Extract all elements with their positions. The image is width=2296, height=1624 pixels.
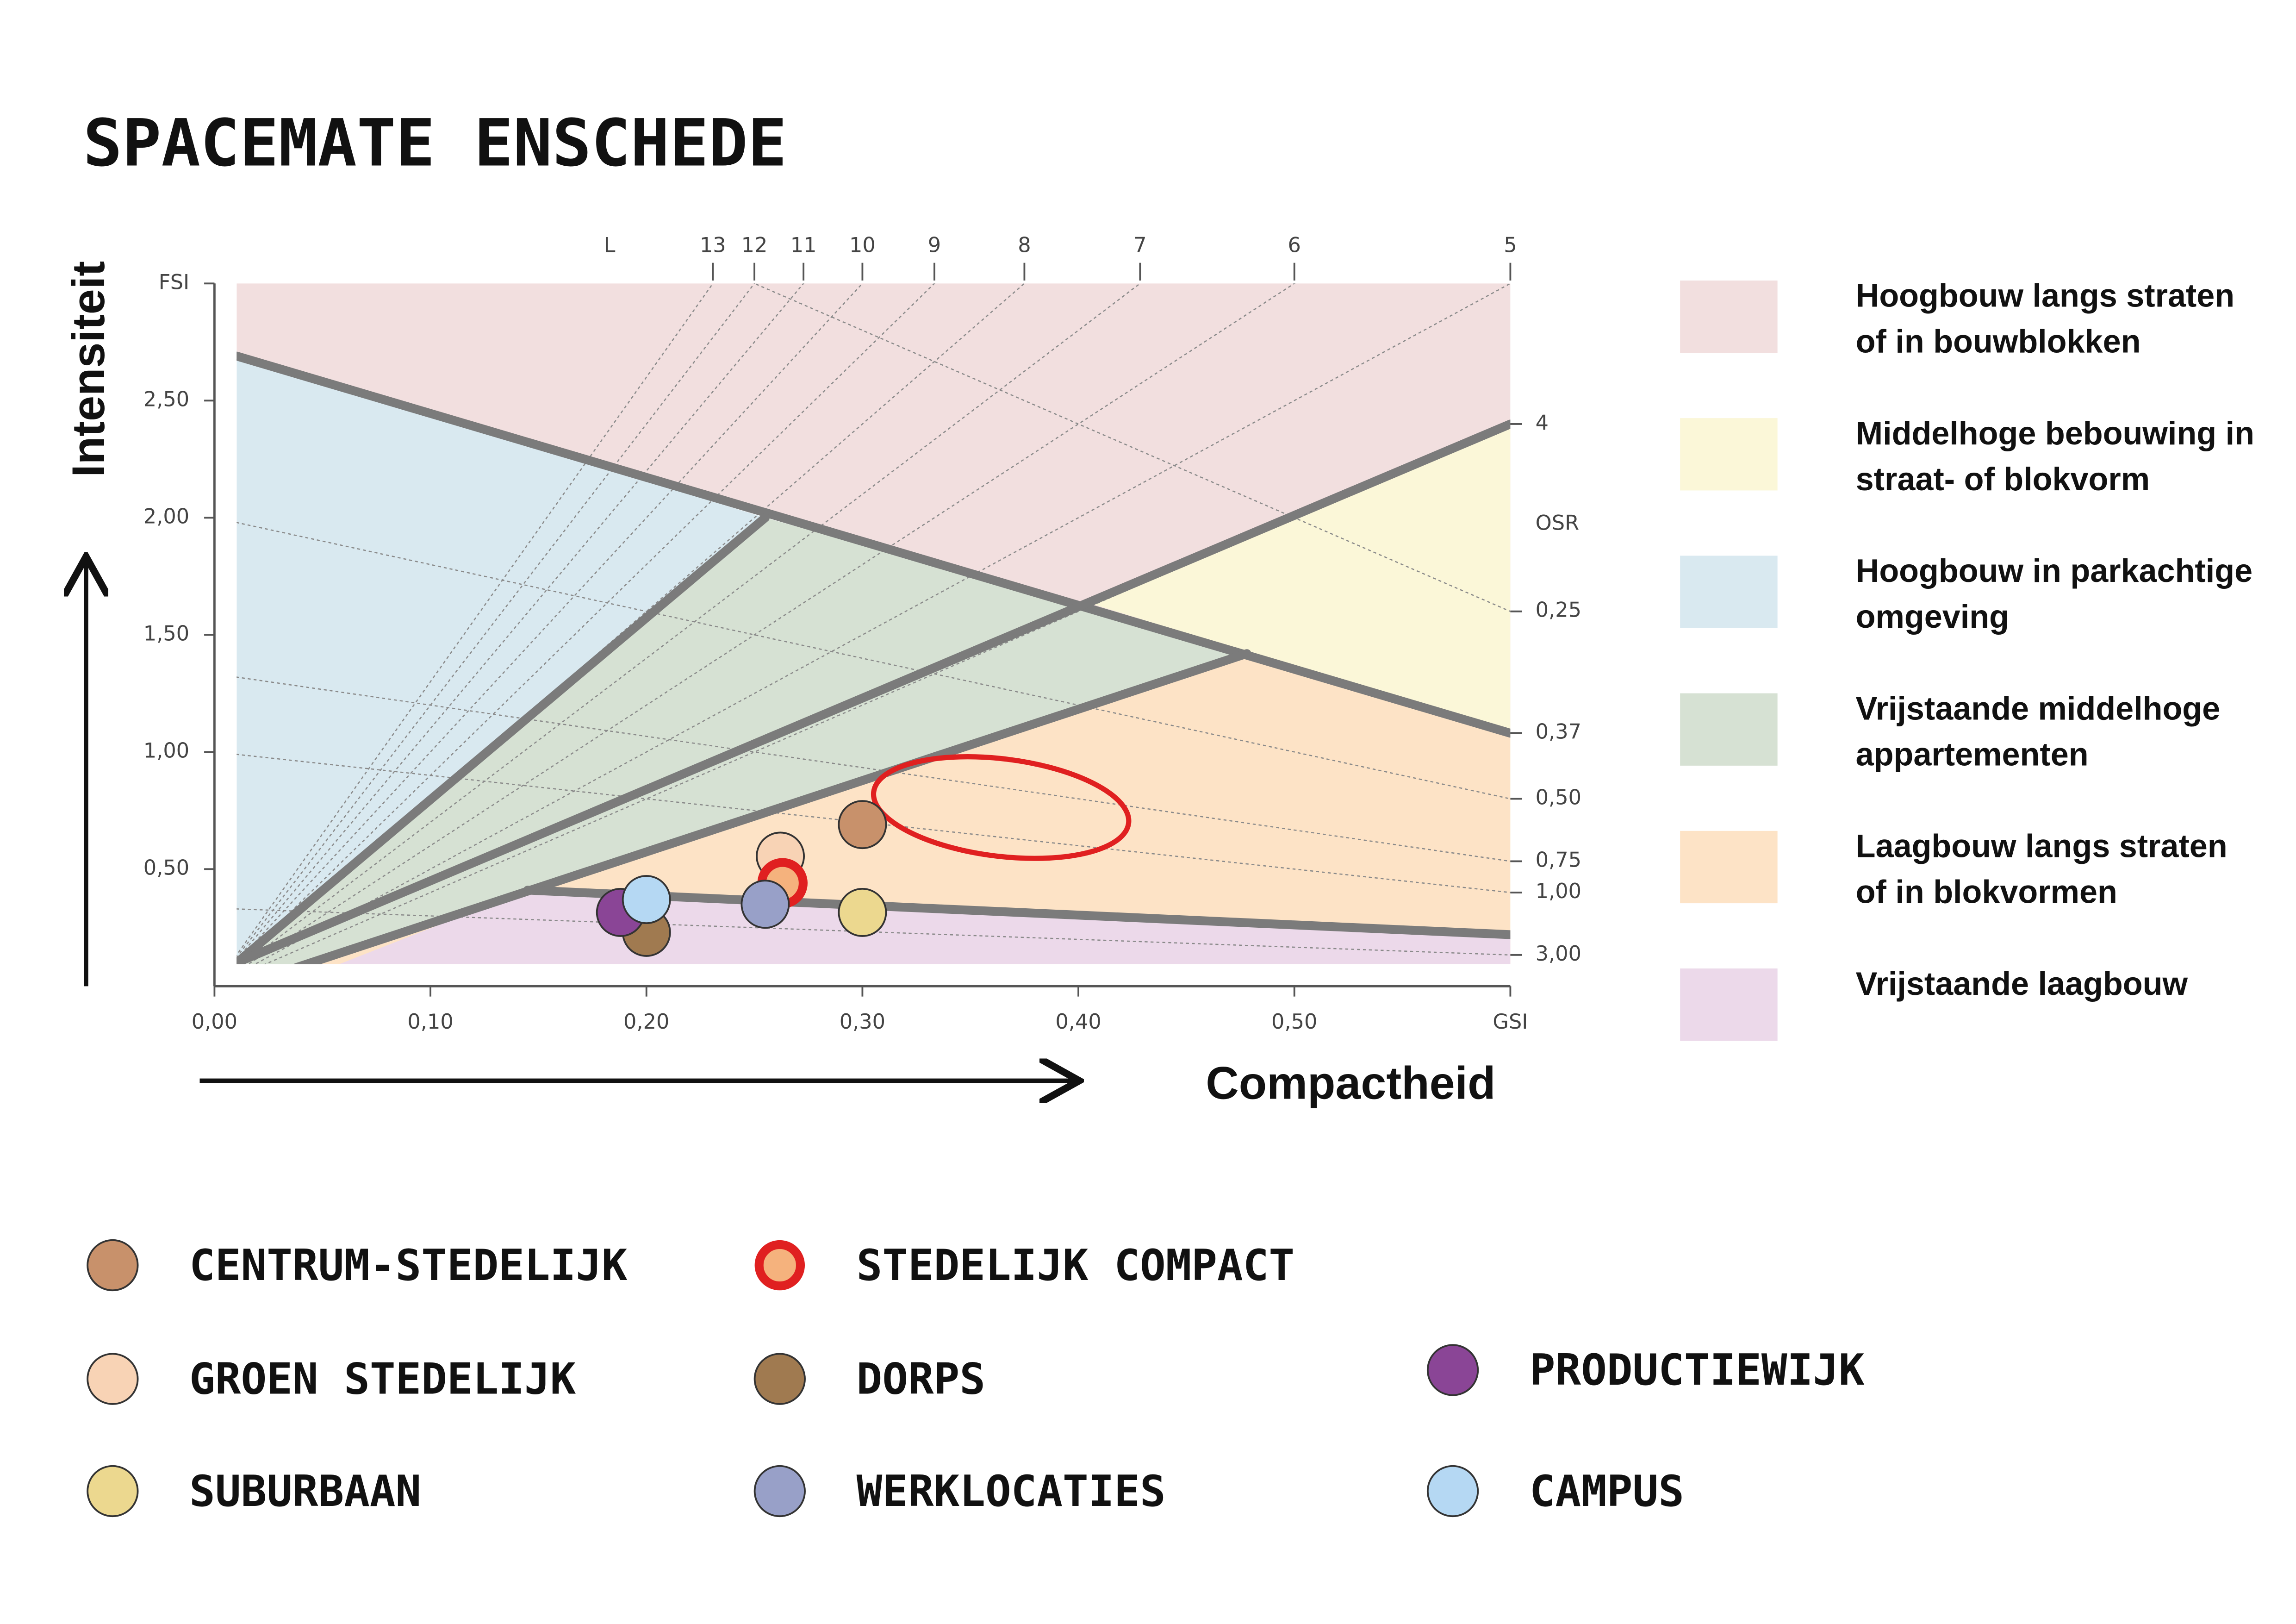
zone-legend-swatch (1680, 693, 1778, 766)
zone-legend-swatch (1680, 280, 1778, 353)
x-tick-label: 0,00 (192, 1010, 237, 1034)
data-point (622, 875, 671, 924)
series-legend-swatch (753, 1465, 806, 1518)
zone (1093, 424, 1511, 733)
series-legend-label: CENTRUM-STEDELIJK (189, 1240, 628, 1290)
l-tick-label: 5 (1504, 233, 1517, 257)
l-tick-label: 12 (741, 233, 768, 257)
osr-guide-line (753, 283, 1511, 612)
y-tick-label: 2,00 (143, 504, 189, 528)
l-tick-label: 11 (790, 233, 817, 257)
series-legend-label: SUBURBAAN (189, 1466, 421, 1516)
zone-legend-label: Hoogbouw langs straten (1856, 277, 2235, 314)
series-legend-swatch (1426, 1344, 1479, 1396)
l-tick-label: 4 (1536, 411, 1549, 435)
zone-legend-label: Hoogbouw in parkachtige (1856, 552, 2253, 589)
l-axis-label: L (604, 233, 616, 257)
l-guide-line (254, 283, 1511, 964)
zone-boundary (236, 351, 1511, 738)
osr-tick-label: 3,00 (1536, 942, 1581, 966)
series-legend-swatch (87, 1239, 139, 1292)
x-tick-label: 0,30 (840, 1010, 885, 1034)
series-legend-swatch (87, 1353, 139, 1405)
series-legend-label: DORPS (857, 1354, 985, 1404)
zone-legend-swatch (1680, 418, 1778, 491)
data-point (838, 800, 887, 849)
y-tick-label: 1,00 (143, 738, 189, 762)
series-legend-swatch (754, 1240, 805, 1291)
x-tick-label: 0,10 (407, 1010, 453, 1034)
zone (296, 653, 1511, 964)
l-tick-label: 10 (849, 233, 876, 257)
l-guide-line (236, 283, 714, 956)
osr-tick-label: 0,37 (1536, 719, 1581, 743)
y-tick-label: FSI (159, 270, 189, 294)
osr-guide-line (236, 522, 1511, 800)
x-tick-label: 0,20 (623, 1010, 669, 1034)
zone-legend-label: Middelhoge bebouwing in (1856, 415, 2254, 451)
zone-legend-swatch (1680, 968, 1778, 1041)
series-legend-label: WERKLOCATIES (857, 1466, 1166, 1516)
zone-legend-swatch (1680, 556, 1778, 628)
zone-legend-label: of in blokvormen (1856, 873, 2117, 910)
series-legend-swatch (87, 1465, 139, 1518)
y-tick-label: 2,50 (143, 387, 189, 411)
zone-legend-label: of in bouwblokken (1856, 323, 2141, 360)
y-tick-label: 0,50 (143, 856, 189, 880)
zone-boundary (523, 886, 1511, 939)
zone-legend-swatch (1680, 831, 1778, 904)
zone-legend-label: straat- of blokvorm (1856, 461, 2150, 497)
x-tick-label: GSI (1493, 1010, 1528, 1034)
osr-guide-line (236, 676, 1511, 862)
plot-clip-group (236, 283, 1511, 964)
series-legend-label: GROEN STEDELIJK (189, 1354, 576, 1404)
osr-tick-label: 0,25 (1536, 598, 1581, 622)
zone-legend-label: Vrijstaande laagbouw (1856, 965, 2188, 1002)
osr-tick-label: 0,50 (1536, 786, 1581, 810)
zone-legend-label: omgeving (1856, 598, 2009, 635)
zone-boundary (236, 419, 1511, 964)
data-point (740, 880, 790, 929)
y-axis-title: Intensiteit (63, 261, 114, 477)
marks (596, 800, 887, 957)
osr-tick-label: 1,00 (1536, 879, 1581, 903)
l-tick-label: 7 (1133, 233, 1146, 257)
series-legend-swatch (753, 1353, 806, 1405)
x-axis-title: Compactheid (1206, 1057, 1495, 1108)
l-tick-label: 8 (1018, 233, 1031, 257)
zone-legend-label: Laagbouw langs straten (1856, 828, 2228, 864)
osr-guide-line (236, 754, 1511, 893)
zone (236, 356, 765, 963)
zone-legend-label: Vrijstaande middelhoge (1856, 690, 2221, 726)
l-tick-label: 9 (928, 233, 941, 257)
l-guide-line (247, 283, 1296, 964)
page-title: SPACEMATE ENSCHEDE (83, 106, 787, 181)
x-tick-label: 0,50 (1271, 1010, 1317, 1034)
x-tick-label: 0,40 (1055, 1010, 1101, 1034)
plot-area: 13 12 11 10 9 8 7 6 5 4 L 0,25 0,37 0,50 0,75 1,00 3,00 O… (143, 233, 1581, 1034)
series-legend-label: CAMPUS (1530, 1466, 1684, 1516)
zone-legend-label: appartementen (1856, 736, 2089, 772)
zone-boundary (293, 649, 1251, 964)
data-point (838, 887, 887, 937)
series-legend-swatch (1426, 1465, 1479, 1518)
series-legend-label: PRODUCTIEWIJK (1530, 1345, 1865, 1395)
osr-tick-label: 0,75 (1536, 848, 1581, 872)
l-tick-label: 13 (700, 233, 726, 257)
zone-boundary (236, 513, 770, 964)
l-tick-label: 6 (1288, 233, 1301, 257)
legend: Hoogbouw langs straten of in bouwblokken M… (87, 277, 2254, 1518)
osr-axis-label: OSR (1536, 511, 1579, 535)
series-legend-label: STEDELIJK COMPACT (857, 1240, 1294, 1290)
y-tick-label: 1,50 (143, 621, 189, 645)
highlight-ellipse (871, 754, 1132, 861)
